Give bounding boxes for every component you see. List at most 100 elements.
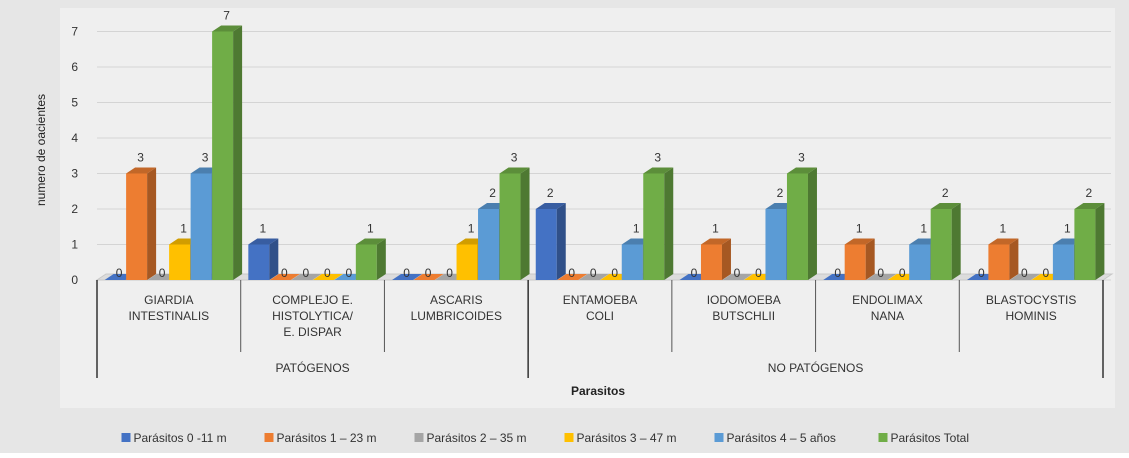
data-label: 1 [259,222,266,236]
data-label: 3 [798,151,805,165]
bar [1074,203,1105,280]
bar-front [456,244,478,280]
bar [643,167,674,280]
bar-side [1095,203,1105,280]
data-label: 3 [511,151,518,165]
y-tick-label: 6 [71,60,78,74]
y-tick-label: 2 [71,202,78,216]
bar-front [909,244,931,280]
legend-swatch [121,433,131,442]
bar-top [126,167,157,174]
category-label: NANA [871,309,904,323]
y-tick-label: 7 [71,25,78,39]
category-label: BLASTOCYSTIS [986,293,1076,307]
bar [355,238,386,280]
bar-top [355,238,386,245]
bar-top [700,238,731,245]
data-label: 0 [1043,266,1050,280]
bar [988,238,1019,280]
data-label: 0 [590,266,597,280]
category-label: COMPLEJO E. [272,293,353,307]
data-label: 3 [137,151,144,165]
y-tick-label: 4 [71,131,78,145]
bar-zero [557,274,588,280]
bar-front [643,173,665,280]
y-axis: 0 1 2 3 4 5 6 7 [71,25,78,288]
bar-front [355,244,377,280]
bar-zero [291,274,322,280]
bar-front [786,173,808,280]
bar [126,167,157,280]
bar-side [807,167,817,280]
bar-top [535,203,566,209]
bar-side [865,238,875,280]
data-label: 1 [633,222,640,236]
legend-swatch [564,433,574,442]
bar [786,167,817,280]
data-label: 0 [1021,266,1028,280]
data-label: 0 [734,266,741,280]
data-label: 3 [654,151,661,165]
y-axis-title: numero de oacientes [34,94,48,206]
bar-side [951,203,961,280]
bar [535,203,566,280]
bar-side [147,167,157,280]
bar-front [621,244,643,280]
bar-zero [269,274,300,280]
category-label: COLI [586,309,614,323]
legend-label: Parásitos Total [891,431,970,445]
bar-side [376,238,386,280]
category-label: INTESTINALIS [129,309,210,323]
bar [392,274,423,280]
data-label: 0 [568,266,575,280]
category-label: HOMINIS [1005,309,1056,323]
bar-front [1052,244,1074,280]
data-label: 0 [425,266,432,280]
data-label: 0 [691,266,698,280]
bar-zero [312,274,343,280]
data-label: 0 [899,266,906,280]
legend-item: Parásitos Total [878,431,970,445]
bar-side [721,238,731,280]
category-label: ENDOLIMAX [852,293,923,307]
data-label: 2 [1086,186,1093,200]
data-label: 2 [942,186,949,200]
data-label: 0 [755,266,762,280]
bar [1009,274,1040,280]
category-label: LUMBRICOIDES [411,309,502,323]
data-label: 1 [1064,222,1071,236]
legend-label: Parásitos 4 – 5 años [727,431,836,445]
bar [578,274,609,280]
x-axis-title: Parasitos [571,384,625,398]
data-label: 1 [1000,222,1007,236]
data-label: 7 [223,9,230,23]
data-label: 0 [159,266,166,280]
data-label: 0 [116,266,123,280]
bar [557,274,588,280]
data-label: 1 [367,222,374,236]
category-label: E. DISPAR [283,325,342,339]
bar [499,167,530,280]
bar-front [700,244,722,280]
y-tick-label: 5 [71,96,78,110]
legend-item: Parásitos 2 – 35 m [414,431,527,445]
legend-item: Parásitos 0 -11 m [121,431,227,445]
bar-front [190,173,212,280]
bar-side [233,25,243,280]
category-label: BUTSCHLII [712,309,775,323]
bar-top [499,167,530,174]
data-label: 1 [180,222,187,236]
data-label: 0 [345,266,352,280]
bar-top [930,203,961,209]
legend-swatch [714,433,724,442]
bar-zero [413,274,444,280]
legend-swatch [414,433,424,442]
bar [291,274,322,280]
bar-zero [722,274,753,280]
bar-side [556,203,566,280]
bar-top [844,238,875,245]
bar-front [765,209,787,280]
legend-item: Parásitos 3 – 47 m [564,431,677,445]
